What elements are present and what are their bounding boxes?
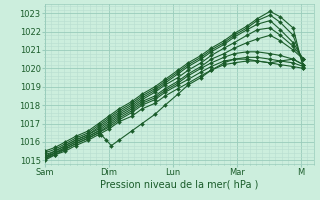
X-axis label: Pression niveau de la mer( hPa ): Pression niveau de la mer( hPa )	[100, 180, 258, 190]
